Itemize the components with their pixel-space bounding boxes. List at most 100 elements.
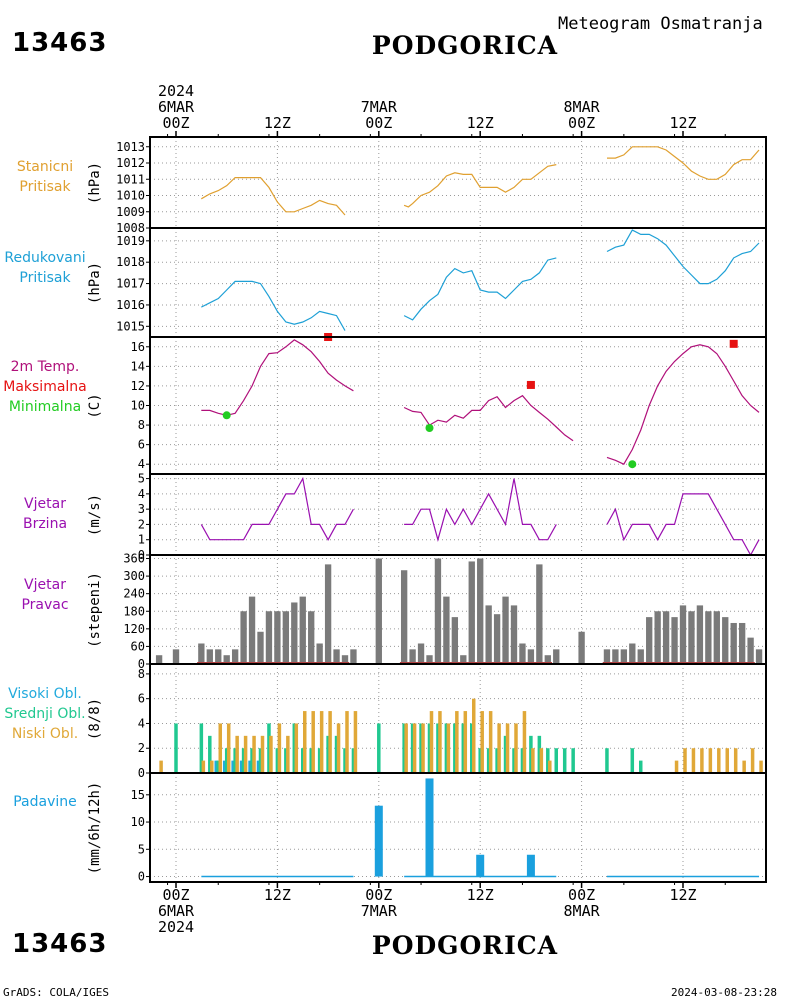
wind-direction-bar (198, 643, 205, 664)
wind-direction-bar (265, 611, 273, 664)
cloud-bar (345, 711, 349, 773)
tmin-marker (222, 411, 231, 420)
wind-direction-bar (654, 611, 661, 664)
cloud-bar (453, 723, 457, 773)
y-tick-label: 120 (123, 622, 145, 636)
cloud-bar (301, 748, 305, 773)
wind-speed-series-line (606, 493, 760, 555)
cloud-bar (351, 748, 356, 773)
footer-timestamp: 2024-03-08-23:28 (671, 986, 777, 999)
wind-direction-bar (341, 655, 349, 664)
bottom-date-line: 12Z (263, 886, 291, 904)
cloud-bar (224, 748, 229, 773)
top-date-line: 00Z (568, 114, 596, 132)
wind-direction-bar (510, 605, 518, 664)
y-tick-label: 1 (138, 533, 145, 547)
wind-direction-label: Vjetar Pravac (21, 575, 68, 615)
cloud-bar (294, 723, 299, 773)
temperature-label-line: Maksimalna (3, 379, 87, 395)
y-tick-label: 1013 (116, 140, 145, 154)
wind-direction-bar (603, 649, 611, 664)
y-tick-label: 1008 (116, 221, 145, 235)
top-date-line: 12Z (669, 114, 697, 132)
cloud-bar (231, 760, 235, 773)
cloud-bar (319, 711, 324, 773)
cloud-bar (260, 735, 265, 773)
y-tick-label: 8 (138, 667, 145, 681)
wind-direction-label-line: Pravac (21, 597, 69, 613)
precip-bar (425, 778, 434, 877)
cloud-bar (277, 723, 282, 773)
wind-speed-series-line (404, 478, 557, 542)
cloud-bar (336, 723, 341, 773)
top-date-label: 12Z (669, 115, 696, 131)
wind-direction-bar (527, 649, 535, 664)
wind-speed-frame (149, 473, 767, 556)
wind-direction-bar (612, 649, 619, 664)
cloud-bar (174, 723, 178, 773)
wind-direction-bar (578, 631, 585, 664)
cloud-bar (222, 760, 227, 773)
top-date-line: 00Z (365, 114, 393, 132)
cloud-bar (708, 748, 713, 773)
cloud-bar (562, 748, 567, 773)
cloud-bar (256, 760, 261, 773)
y-tick-label: 1009 (116, 205, 145, 219)
wind-direction-bar (553, 649, 560, 664)
cloud-bar (292, 723, 297, 773)
y-tick-label: 1018 (116, 255, 145, 269)
station-pressure-label-line: Stanicni (16, 159, 74, 175)
cloud-bar (505, 723, 510, 773)
station-id-bottom: 13463 (12, 929, 108, 959)
wind-direction-bar (705, 611, 712, 664)
top-date-label: 2024 6MAR 00Z (158, 83, 194, 131)
cloud-bar (317, 748, 322, 773)
cloud-bar (742, 760, 746, 773)
wind-direction-bar (477, 558, 484, 664)
wind-direction-bar (493, 614, 501, 664)
station-id-top: 13463 (12, 28, 108, 58)
cloud-bar (275, 748, 280, 773)
cloud-bar (512, 748, 516, 773)
sea-level-pressure-label-line: Pritisak (19, 270, 71, 286)
y-tick-label: 180 (123, 604, 145, 618)
top-date-label: 12Z (264, 115, 291, 131)
cloud-bar (208, 735, 212, 773)
bottom-date-label: 00Z 8MAR (564, 887, 600, 919)
precip-bar (526, 854, 535, 877)
station-name-top: PODGORICA (371, 31, 559, 60)
cloud-bar (353, 711, 358, 773)
cloud-cover-label-line: Visoki Obl. (8, 686, 82, 702)
station-pressure-series-line (403, 164, 557, 208)
y-tick-label: 2 (138, 517, 145, 531)
cloud-bar (478, 748, 482, 773)
cloud-bar (674, 760, 679, 773)
cloud-bar (269, 735, 273, 773)
cloud-bar (486, 748, 491, 773)
cloud-bar (472, 698, 476, 773)
top-date-label: 7MAR 00Z (361, 99, 397, 131)
wind-direction-bar (316, 643, 323, 664)
cloud-bar (520, 748, 525, 773)
cloud-bar (639, 760, 643, 773)
y-tick-label: 5 (138, 472, 145, 486)
cloud-bar (218, 723, 222, 773)
bottom-date-label: 12Z (264, 887, 291, 903)
sea-level-pressure-label-line: Redukovani (4, 250, 86, 266)
wind-direction-bar (679, 605, 687, 664)
cloud-bar (210, 760, 214, 773)
wind-direction-bar (409, 649, 416, 664)
wind-direction-bar (400, 570, 408, 664)
bottom-date-line: 00Z (365, 886, 393, 904)
cloud-bar (700, 748, 704, 773)
wind-direction-bar (696, 605, 704, 664)
cloud-bar (377, 723, 381, 773)
wind-direction-bar (502, 596, 509, 664)
wind-direction-bar (730, 622, 737, 664)
wind-speed-series-line (200, 476, 354, 541)
wind-direction-bar (333, 649, 340, 664)
wind-direction-bar (350, 649, 357, 664)
cloud-bar (243, 735, 248, 773)
cloud-bar (326, 735, 330, 773)
wind-direction-bar (747, 637, 754, 664)
